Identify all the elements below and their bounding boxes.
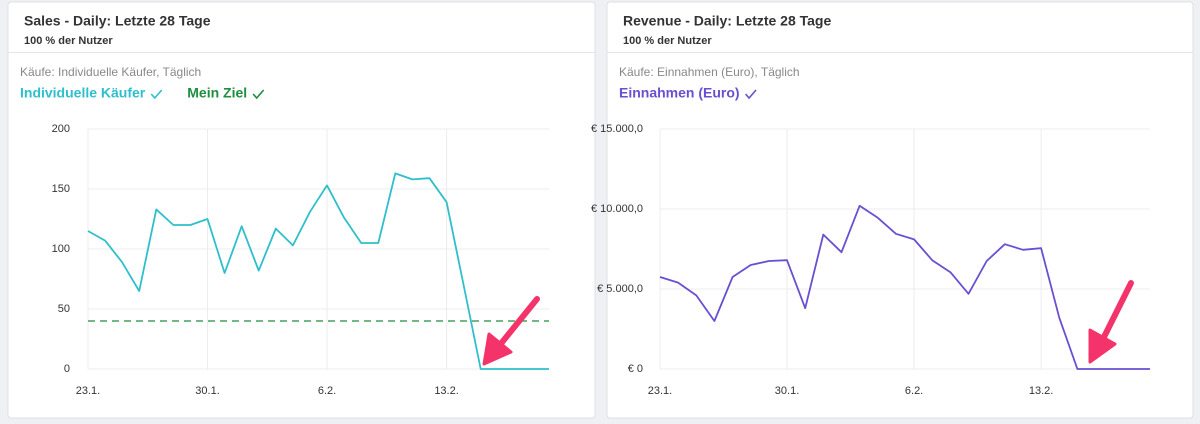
panel xyxy=(7,1,596,419)
x-tick-label: 30.1. xyxy=(775,385,799,397)
x-tick-label: 13.2. xyxy=(1029,385,1053,397)
chart-description: Käufe: Einnahmen (Euro), Täglich xyxy=(619,65,800,79)
panel-subtitle: 100 % der Nutzer xyxy=(623,35,712,47)
charts: Sales - Daily: Letzte 28 Tage 100 % der N… xyxy=(20,13,1150,397)
x-tick-label: 6.2. xyxy=(905,385,923,397)
y-tick-label: € 15.000,0 xyxy=(591,123,643,135)
series-line xyxy=(659,204,1150,370)
legend-label: Mein Ziel xyxy=(187,85,247,101)
legend-check xyxy=(150,89,163,100)
x-tick-label: 6.2. xyxy=(318,385,336,397)
y-tick-label: 200 xyxy=(52,123,70,135)
series-line xyxy=(87,172,549,370)
legend-check xyxy=(252,89,265,100)
panel xyxy=(606,1,1194,419)
x-tick-label: 13.2. xyxy=(434,385,458,397)
y-tick-label: € 0 xyxy=(628,363,643,375)
panel-subtitle: 100 % der Nutzer xyxy=(24,35,113,47)
y-tick-label: € 10.000,0 xyxy=(591,203,643,215)
y-tick-label: € 5.000,0 xyxy=(597,283,643,295)
y-tick-label: 0 xyxy=(64,363,70,375)
x-tick-label: 23.1. xyxy=(648,385,672,397)
legend-check xyxy=(744,89,757,100)
chart-description: Käufe: Individuelle Käufer, Täglich xyxy=(20,65,201,79)
annotation-arrow xyxy=(482,296,540,366)
x-tick-label: 30.1. xyxy=(195,385,219,397)
panel-title: Sales - Daily: Letzte 28 Tage xyxy=(24,13,211,29)
panel-title: Revenue - Daily: Letzte 28 Tage xyxy=(623,13,831,29)
y-tick-label: 50 xyxy=(58,303,70,315)
annotation-arrow xyxy=(1088,280,1134,364)
x-tick-label: 23.1. xyxy=(76,385,100,397)
y-tick-label: 100 xyxy=(52,243,70,255)
legend-label: Einnahmen (Euro) xyxy=(619,85,740,101)
y-tick-label: 150 xyxy=(52,183,70,195)
legend-label: Individuelle Käufer xyxy=(20,85,146,101)
